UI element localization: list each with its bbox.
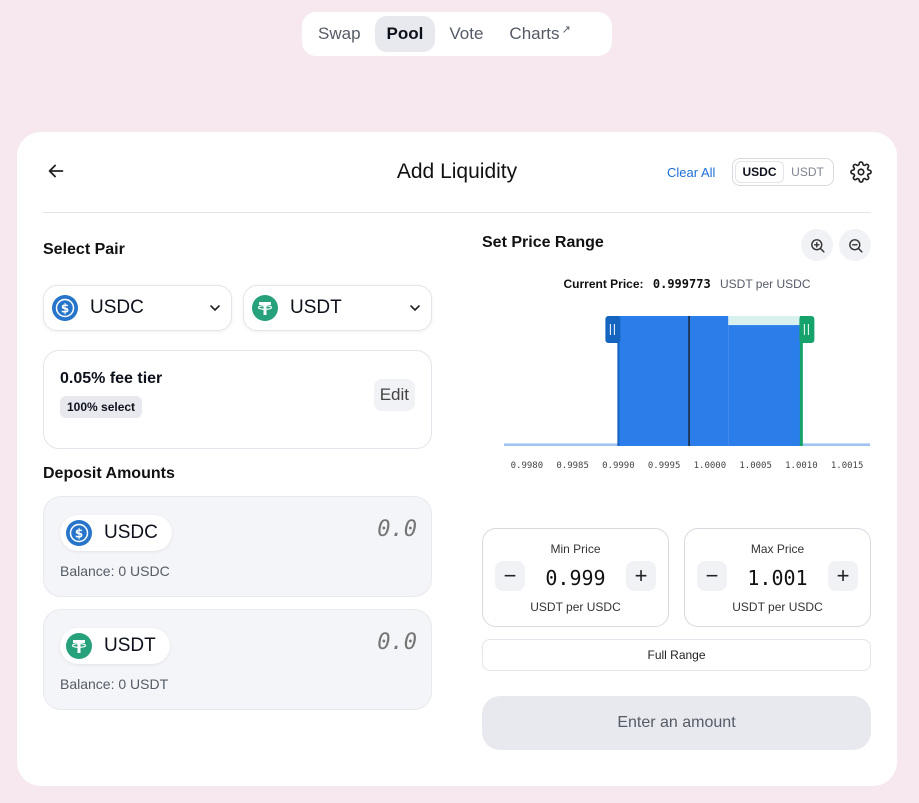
- max-price-unit: USDT per USDC: [732, 600, 823, 614]
- svg-text:$: $: [75, 527, 83, 541]
- token-toggle: USDC USDT: [732, 158, 834, 186]
- deposit-usdc-box: $ USDC Balance: 0 USDC: [43, 496, 432, 597]
- deposit-amounts-label: Deposit Amounts: [43, 465, 175, 482]
- usdc-amount-input[interactable]: [257, 517, 417, 542]
- edit-fee-button[interactable]: Edit: [373, 379, 415, 411]
- toggle-usdt[interactable]: USDT: [791, 165, 824, 179]
- current-price-label: Current Price:: [563, 277, 644, 291]
- max-price-value[interactable]: 1.001: [747, 566, 808, 590]
- max-range-handle[interactable]: [799, 316, 815, 343]
- liquidity-bar-2: [728, 325, 802, 446]
- deposit-token-usdc: $ USDC: [60, 515, 172, 551]
- fee-tier-title: 0.05% fee tier: [60, 370, 163, 387]
- nav-swap[interactable]: Swap: [318, 24, 361, 43]
- usdt-icon: [252, 295, 278, 321]
- chevron-down-icon: [410, 305, 420, 312]
- x-tick-label-3: 0.9995: [648, 461, 681, 471]
- nav-charts-label: Charts: [509, 24, 560, 43]
- min-price-unit: USDT per USDC: [530, 600, 621, 614]
- gear-icon[interactable]: [850, 161, 872, 183]
- token-a-label: USDC: [90, 297, 144, 318]
- enter-amount-button[interactable]: Enter an amount: [482, 696, 871, 750]
- usdt-icon: [66, 633, 92, 659]
- x-tick-label-6: 1.0010: [785, 461, 818, 471]
- nav-pool[interactable]: Pool: [374, 16, 436, 52]
- usdt-amount-input[interactable]: [257, 630, 417, 655]
- fee-tier-box: 0.05% fee tier 100% select Edit: [43, 350, 432, 449]
- zoom-out-icon: [848, 238, 863, 253]
- nav-vote[interactable]: Vote: [449, 24, 484, 43]
- deposit-token-label: USDT: [104, 635, 156, 656]
- deposit-token-label: USDC: [104, 522, 158, 543]
- liquidity-bar-0: [504, 443, 619, 446]
- usdc-balance: Balance: 0 USDC: [60, 563, 170, 579]
- max-price-decrement-button[interactable]: −: [697, 561, 727, 591]
- select-pair-label: Select Pair: [43, 241, 125, 258]
- x-tick-label-2: 0.9990: [602, 461, 635, 471]
- header-divider: [43, 212, 871, 213]
- min-price-value[interactable]: 0.999: [545, 566, 606, 590]
- current-price: Current Price: 0.999773 USDT per USDC: [482, 277, 892, 291]
- toggle-usdc[interactable]: USDC: [735, 161, 784, 183]
- chevron-down-icon: [210, 305, 220, 312]
- deposit-usdt-box: USDT Balance: 0 USDT: [43, 609, 432, 710]
- liquidity-bar-3: [801, 443, 870, 446]
- x-tick-label-5: 1.0005: [739, 461, 772, 471]
- price-range-chart: 0.9980 0.9985 0.9990 0.9995 1.0000 1.0005 1.00…: [504, 316, 870, 471]
- token-b-select[interactable]: USDT: [243, 285, 432, 331]
- zoom-in-icon: [810, 238, 825, 253]
- external-link-icon: ↗: [561, 23, 571, 36]
- token-b-label: USDT: [290, 297, 342, 318]
- x-tick-label-1: 0.9985: [556, 461, 589, 471]
- zoom-out-button[interactable]: [839, 229, 871, 261]
- current-price-value: 0.999773: [652, 277, 711, 291]
- fee-select-badge: 100% select: [60, 396, 143, 418]
- x-tick-label-7: 1.0015: [831, 461, 864, 471]
- usdt-balance: Balance: 0 USDT: [60, 676, 169, 692]
- page-title: Add Liquidity: [396, 160, 518, 183]
- clear-all-button[interactable]: Clear All: [667, 165, 716, 180]
- min-price-title: Min Price: [550, 542, 601, 556]
- max-price-box: Max Price − 1.001 + USDT per USDC: [684, 528, 871, 627]
- min-range-handle[interactable]: [605, 316, 621, 343]
- add-liquidity-card: Add Liquidity Clear All USDC USDT Select…: [17, 132, 897, 786]
- x-tick-label-4: 1.0000: [694, 461, 727, 471]
- min-price-increment-button[interactable]: +: [626, 561, 656, 591]
- back-arrow-icon[interactable]: [45, 160, 67, 182]
- usdc-icon: $: [52, 295, 78, 321]
- zoom-in-button[interactable]: [801, 229, 833, 261]
- set-price-range-label: Set Price Range: [482, 234, 604, 251]
- min-price-decrement-button[interactable]: −: [495, 561, 525, 591]
- usdc-icon: $: [66, 520, 92, 546]
- current-price-unit: USDT per USDC: [720, 277, 811, 291]
- x-tick-label-0: 0.9980: [511, 461, 544, 471]
- top-nav: Swap Pool Vote Charts ↗: [302, 12, 612, 56]
- min-price-box: Min Price − 0.999 + USDT per USDC: [482, 528, 669, 627]
- token-a-select[interactable]: $ USDC: [43, 285, 232, 331]
- liquidity-bar-1: [618, 316, 729, 446]
- full-range-button[interactable]: Full Range: [482, 639, 871, 671]
- deposit-token-usdt: USDT: [60, 628, 170, 664]
- svg-text:$: $: [61, 302, 69, 316]
- nav-charts[interactable]: Charts ↗: [497, 16, 582, 52]
- max-price-increment-button[interactable]: +: [828, 561, 858, 591]
- max-price-title: Max Price: [750, 542, 805, 556]
